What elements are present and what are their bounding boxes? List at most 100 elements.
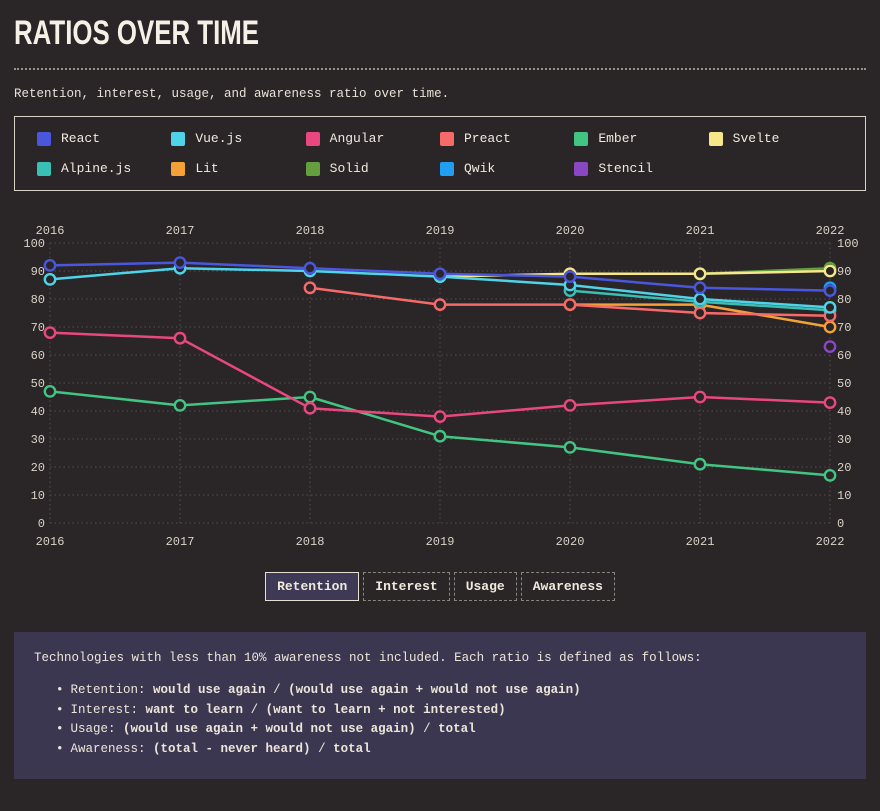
point-react-2021 xyxy=(693,281,707,295)
legend-item-lit[interactable]: Lit xyxy=(171,158,305,179)
legend-swatch-stencil xyxy=(574,161,589,176)
point-react-2022 xyxy=(823,284,837,298)
x-axis-labels-bottom: 2016 2017 2018 2019 2020 2021 2022 xyxy=(36,535,845,549)
tab-interest[interactable]: Interest xyxy=(363,572,450,601)
footnote-item-0: • Retention: would use again / (would use… xyxy=(56,683,581,698)
svg-text:2016: 2016 xyxy=(36,535,65,549)
legend-swatch-vue-js xyxy=(171,131,186,146)
legend-label: Stencil xyxy=(598,161,653,176)
point-ember-2019 xyxy=(433,429,447,443)
legend-swatch-preact xyxy=(439,131,454,146)
tab-usage[interactable]: Usage xyxy=(453,572,517,601)
series-react-points xyxy=(43,256,837,298)
svg-text:30: 30 xyxy=(837,433,851,447)
point-angular-2020 xyxy=(563,398,577,412)
svg-text:2018: 2018 xyxy=(296,224,325,238)
svg-text:100: 100 xyxy=(23,237,45,251)
svg-text:80: 80 xyxy=(837,293,851,307)
svg-text:2017: 2017 xyxy=(166,535,195,549)
svg-text:2022: 2022 xyxy=(816,535,845,549)
point-react-2020 xyxy=(563,270,577,283)
point-react-2019 xyxy=(433,267,447,281)
svg-text:2016: 2016 xyxy=(36,224,65,238)
legend-item-ember[interactable]: Ember xyxy=(574,128,708,149)
svg-text:10: 10 xyxy=(31,489,45,503)
point-ember-2016 xyxy=(43,384,57,398)
legend-item-qwik[interactable]: Qwik xyxy=(439,158,574,179)
legend-label: Svelte xyxy=(732,131,780,146)
svg-text:40: 40 xyxy=(31,405,45,419)
chart-subtitle: Retention, interest, usage, and awarenes… xyxy=(14,87,450,101)
point-preact-2020 xyxy=(563,298,577,312)
page: RATIOS OVER TIME Retention, interest, us… xyxy=(14,14,866,779)
bullet-icon: • xyxy=(56,741,64,756)
svg-text:90: 90 xyxy=(31,265,45,279)
legend-swatch-react xyxy=(37,131,51,146)
legend-label: React xyxy=(61,131,101,146)
point-svelte-2022 xyxy=(823,264,837,278)
legend-item-stencil[interactable]: Stencil xyxy=(574,158,708,179)
series-vue-js-points xyxy=(43,261,837,314)
legend-item-vue-js[interactable]: Vue.js xyxy=(171,128,305,149)
point-ember-2021 xyxy=(693,457,707,471)
point-ember-2022 xyxy=(823,468,837,482)
legend-item-angular[interactable]: Angular xyxy=(305,128,440,149)
point-angular-2017 xyxy=(173,331,187,345)
legend-swatch-solid xyxy=(305,161,320,176)
tab-awareness[interactable]: Awareness xyxy=(520,572,615,601)
point-stencil-2022 xyxy=(823,340,837,354)
svg-text:30: 30 xyxy=(31,433,45,447)
svg-text:70: 70 xyxy=(837,321,851,335)
title-divider xyxy=(14,68,866,70)
svg-text:2019: 2019 xyxy=(426,224,455,238)
series-angular-points xyxy=(43,326,837,424)
legend-item-react[interactable]: React xyxy=(37,128,171,149)
svg-text:0: 0 xyxy=(837,517,844,531)
legend-label: Qwik xyxy=(463,161,496,176)
legend-item-preact[interactable]: Preact xyxy=(439,128,574,149)
svg-text:50: 50 xyxy=(31,377,45,391)
legend-item-solid[interactable]: Solid xyxy=(305,158,440,179)
point-preact-2019 xyxy=(433,298,447,312)
page-title: RATIOS OVER TIME xyxy=(14,14,260,52)
svg-text:2020: 2020 xyxy=(556,224,585,238)
svg-text:60: 60 xyxy=(31,349,45,363)
point-react-2017 xyxy=(173,256,187,269)
y-axis-labels-right: 0 10 20 30 40 50 60 70 80 90 100 xyxy=(837,237,859,531)
point-angular-2021 xyxy=(693,390,707,404)
svg-text:2022: 2022 xyxy=(816,224,845,238)
legend-item-svelte[interactable]: Svelte xyxy=(708,128,843,149)
retention-line-chart: 2016 2017 2018 2019 2020 2021 2022 2016 2017 2018… xyxy=(23,224,859,549)
footnote-intro: Technologies with less than 10% awarenes… xyxy=(34,651,702,665)
legend-swatch-svelte xyxy=(708,131,723,146)
point-preact-2021 xyxy=(693,306,707,320)
legend-swatch-alpine-js xyxy=(37,161,51,176)
legend-label: Angular xyxy=(329,131,385,146)
ratio-tabs: Retention Interest Usage Awareness xyxy=(14,572,866,601)
legend-swatch-qwik xyxy=(439,161,454,176)
footnote-list: • Retention: would use again / (would use… xyxy=(34,681,846,759)
footnote-item-1: • Interest: want to learn / (want to lear… xyxy=(56,702,506,717)
series-ember-points xyxy=(43,384,837,482)
svg-text:80: 80 xyxy=(31,293,45,307)
point-ember-2018 xyxy=(303,390,317,404)
point-angular-2016 xyxy=(43,326,57,340)
point-ember-2017 xyxy=(173,398,187,412)
bullet-icon: • xyxy=(56,702,64,717)
legend-item-alpine-js[interactable]: Alpine.js xyxy=(37,158,171,179)
point-vue-js-2016 xyxy=(43,273,57,286)
svg-text:2018: 2018 xyxy=(296,535,325,549)
legend: React Vue.js Angular Preact Ember Svelte Alpin… xyxy=(14,116,866,191)
y-axis-labels-left: 0 10 20 30 40 50 60 70 80 90 100 xyxy=(23,237,45,531)
svg-text:2021: 2021 xyxy=(686,224,715,238)
footnote-item-3: • Awareness: (total - never heard) / tota… xyxy=(56,741,371,756)
legend-label: Lit xyxy=(195,161,219,176)
point-ember-2020 xyxy=(563,440,577,454)
legend-label: Alpine.js xyxy=(61,161,132,176)
tab-retention[interactable]: Retention xyxy=(265,572,360,601)
svg-text:2017: 2017 xyxy=(166,224,195,238)
legend-label: Ember xyxy=(598,131,638,146)
bullet-icon: • xyxy=(56,722,64,737)
point-react-2018 xyxy=(303,261,317,275)
point-lit-2022 xyxy=(823,320,837,334)
